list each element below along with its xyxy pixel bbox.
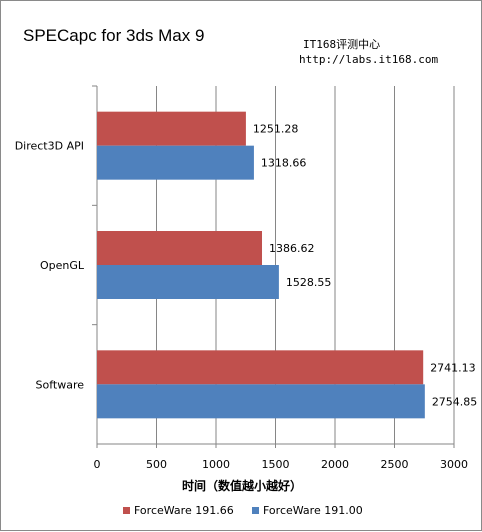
x-tick-label: 2500 <box>381 458 409 471</box>
data-label: 1528.55 <box>286 276 332 289</box>
legend-label: ForceWare 191.66 <box>134 504 234 517</box>
legend-label: ForceWare 191.00 <box>263 504 363 517</box>
legend-swatch <box>252 507 259 514</box>
data-label: 1386.62 <box>269 242 315 255</box>
bar <box>97 111 246 146</box>
data-label: 2754.85 <box>432 395 478 408</box>
x-tick-label: 1000 <box>202 458 230 471</box>
data-label: 1251.28 <box>253 123 299 136</box>
bar <box>97 145 254 180</box>
x-tick-label: 0 <box>94 458 101 471</box>
x-tick-label: 500 <box>146 458 167 471</box>
bar <box>97 231 263 265</box>
x-tick-label: 2000 <box>321 458 349 471</box>
plot-area: 0 500 1000 1500 2000 2500 3000 Direct3D API 1251… <box>15 85 478 471</box>
category-label: Direct3D API <box>15 140 84 153</box>
chart-title: SPECapc for 3ds Max 9 <box>23 26 204 45</box>
bar <box>97 384 425 419</box>
legend-swatch <box>123 507 130 514</box>
watermark-line-2: http://labs.it168.com <box>299 53 438 66</box>
bar <box>97 265 279 299</box>
legend: ForceWare 191.66 ForceWare 191.00 <box>123 504 363 517</box>
category-label: OpenGL <box>40 259 85 272</box>
bar <box>97 350 424 385</box>
x-tick-label: 3000 <box>440 458 468 471</box>
data-label: 2741.13 <box>430 361 476 374</box>
watermark-line-1: IT168评测中心 <box>303 38 380 51</box>
x-tick-label: 1500 <box>262 458 290 471</box>
category-label: Software <box>36 378 85 391</box>
data-label: 1318.66 <box>261 157 307 170</box>
x-axis-title: 时间（数值越小越好） <box>182 478 302 493</box>
